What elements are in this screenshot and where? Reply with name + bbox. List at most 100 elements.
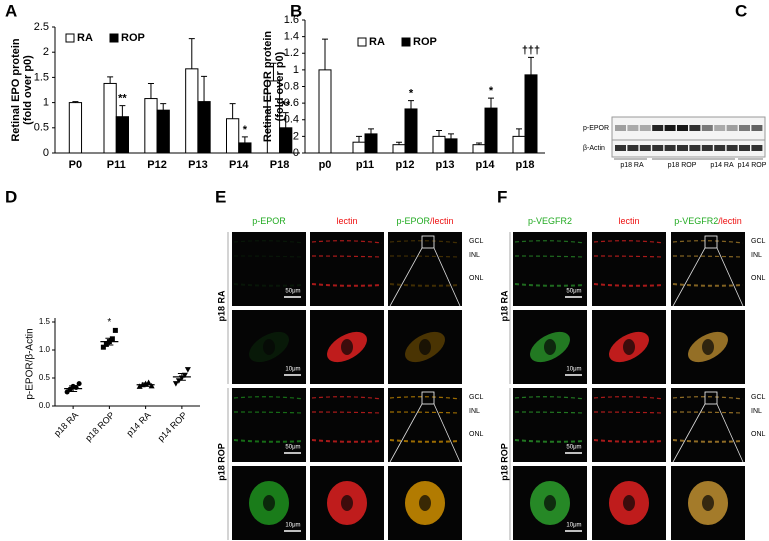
x-tick-label: p14 ROP [156, 410, 189, 443]
legend-label: RA [369, 36, 385, 48]
error-bar [476, 142, 482, 145]
x-tick-label: p18 RA [52, 410, 80, 438]
column-header: p-EPOR/lectin [396, 216, 453, 226]
blot-band [639, 125, 651, 131]
data-point [184, 367, 191, 373]
column-header-part: p-EPOR [396, 216, 430, 226]
tissue-layer [311, 283, 383, 287]
legend-swatch [401, 37, 411, 47]
blot-band [615, 145, 626, 151]
zoom-lines [672, 403, 744, 463]
bar [364, 133, 378, 154]
y-tick-label: 0.4 [284, 114, 299, 126]
column-header-part: /lectin [718, 216, 742, 226]
zoom-lines [672, 247, 744, 307]
x-tick-label: p13 [436, 159, 455, 171]
y-axis-label: (fold over p0) [22, 55, 34, 125]
retina-layer-label: INL [469, 408, 480, 415]
tissue-layer [514, 439, 586, 443]
blot-band [664, 125, 676, 131]
x-tick-label: p12 [396, 159, 415, 171]
y-tick-label: 0.0 [39, 401, 51, 410]
error-bar [270, 62, 277, 81]
significance: ††† [522, 44, 540, 56]
blot-band [677, 145, 688, 151]
micrograph [671, 232, 745, 306]
legend-swatch [109, 33, 119, 43]
blot-band [701, 145, 713, 151]
micrograph [388, 232, 462, 306]
micrograph [592, 388, 666, 462]
tissue-layer [233, 396, 305, 400]
error-bar [188, 38, 195, 69]
bar [512, 135, 526, 154]
tissue-layer [672, 439, 744, 443]
vessel-lumen [341, 339, 353, 355]
error-bar [356, 135, 362, 143]
panel-letter: D [5, 187, 17, 206]
retina-layer-label: GCL [469, 238, 484, 245]
error-bar [105, 337, 114, 346]
bar [68, 102, 83, 154]
tissue-layer [311, 255, 383, 258]
bar [352, 141, 366, 154]
panel-letter: E [215, 187, 226, 206]
inset-box [704, 391, 718, 405]
retina-layer-label: GCL [469, 394, 484, 401]
vessel-lumen [702, 495, 714, 511]
panel-letter: F [497, 187, 507, 206]
significance: * [107, 317, 111, 328]
retina-layer-label: ONL [469, 431, 484, 438]
retina-layer-label: INL [751, 408, 762, 415]
y-tick-label: 1 [43, 97, 49, 109]
vessel-lumen [623, 339, 635, 355]
blot-band [639, 145, 651, 151]
vessel-lumen [341, 495, 353, 511]
error-bar [177, 373, 186, 381]
y-tick-label: 0.5 [39, 373, 51, 382]
y-tick-label: 1.5 [34, 71, 49, 83]
column-header: p-EPOR [252, 216, 286, 226]
x-tick-label: p11 [356, 159, 374, 171]
tissue-layer [389, 439, 461, 443]
error-bar [241, 136, 248, 143]
micrograph [513, 388, 587, 462]
bar [392, 144, 406, 154]
tissue-layer [311, 411, 383, 414]
scale-bar-label: 50μm [566, 289, 581, 295]
bar [432, 135, 446, 154]
column-header-part: lectin [618, 216, 639, 226]
significance: * [243, 124, 248, 136]
inset-box [421, 391, 435, 405]
tissue-layer [672, 396, 744, 400]
bar [444, 138, 458, 154]
blot-row-label: β-Actin [583, 145, 605, 152]
micrograph [232, 388, 306, 462]
column-header-part: p-EPOR [252, 216, 286, 226]
retina-layer-label: ONL [751, 275, 766, 282]
bar [103, 82, 117, 154]
blot-band [714, 125, 726, 131]
bar [404, 108, 418, 154]
legend-swatch [65, 33, 75, 43]
column-header-part: p-VEGFR2 [674, 216, 718, 226]
tissue-layer [233, 255, 305, 258]
vessel-lumen [419, 339, 431, 355]
blot-group-label: p14 RA [710, 162, 734, 169]
column-header-part: p-VEGFR2 [528, 216, 572, 226]
data-point [112, 327, 118, 333]
tissue-layer [233, 411, 305, 414]
blot-band [627, 145, 639, 151]
y-tick-label: 1.4 [284, 31, 299, 43]
retina-layer-label: ONL [751, 431, 766, 438]
panel-letter: C [735, 1, 747, 20]
error-bar [282, 112, 289, 128]
y-tick-label: 0.2 [284, 130, 299, 142]
blot-band [677, 125, 688, 131]
legend-label: ROP [121, 32, 145, 44]
vessel-lumen [263, 339, 275, 355]
tissue-layer [672, 283, 744, 287]
significance: * [489, 85, 494, 97]
panel-letter: A [5, 1, 17, 20]
vessel-lumen [544, 495, 556, 511]
